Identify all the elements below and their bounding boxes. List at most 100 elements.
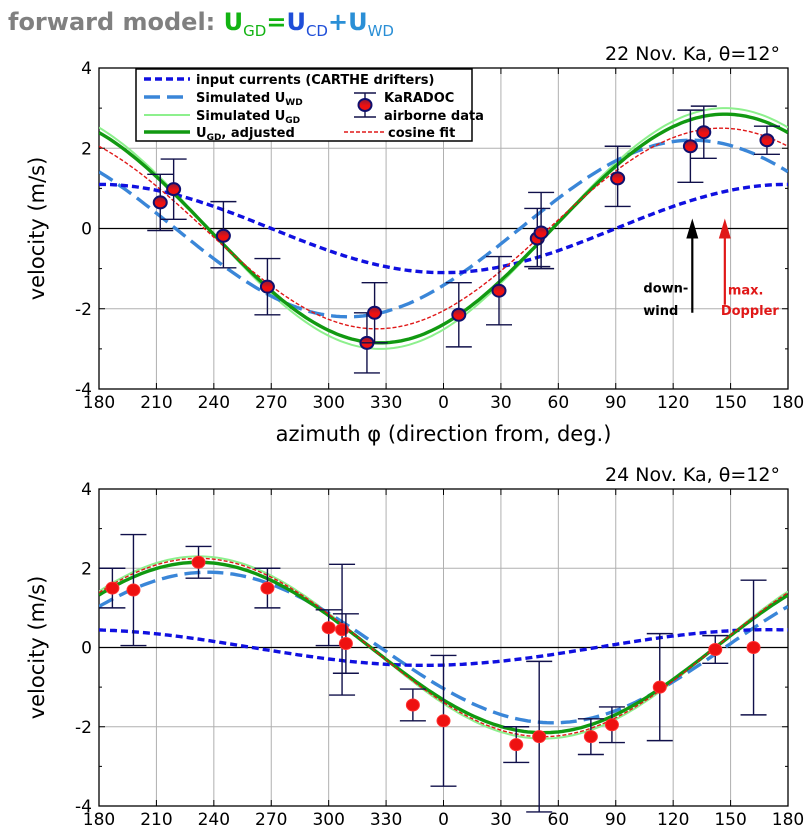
x-tick-label: 180: [83, 810, 115, 830]
series-cosine-fit: [99, 557, 788, 738]
title-equals: =: [266, 8, 287, 36]
karadoc-point: [399, 688, 426, 722]
x-tick-label: 240: [198, 810, 230, 830]
karadoc-point: [503, 726, 530, 764]
data-marker: [166, 182, 182, 197]
y-tick-label: -2: [75, 718, 92, 738]
x-tick-label: 0: [438, 393, 449, 413]
data-marker: [708, 642, 723, 656]
karadoc-point: [598, 706, 625, 744]
karadoc-point: [147, 173, 174, 232]
chart-panel-24nov: 180 210 240 270 300 330 0 30 60 90 120 150 180-4-202…: [25, 464, 804, 830]
legend-label-kara: KaRADOC: [384, 91, 454, 106]
series-cosine-fit: [99, 127, 788, 330]
karadoc-point: [160, 158, 187, 220]
x-tick-label: 180: [772, 810, 804, 830]
title-term-uwd: UWD: [348, 8, 394, 40]
data-marker: [215, 228, 231, 243]
data-marker: [405, 698, 420, 712]
legend-swatch-kara-marker: [357, 98, 373, 112]
legend-label-ugd-adj: UGD, adjusted: [196, 126, 295, 143]
karadoc-point: [120, 533, 147, 647]
karadoc-point: [254, 567, 281, 609]
legend-label-ugd-sim: Simulated UGD: [196, 109, 300, 126]
data-marker: [436, 714, 451, 728]
data-marker: [338, 637, 353, 651]
data-marker: [260, 581, 275, 595]
title-plus: +: [327, 8, 349, 36]
data-marker: [652, 680, 667, 694]
data-marker: [335, 623, 350, 637]
series-simulated-uwd: [99, 138, 788, 319]
data-marker: [321, 621, 336, 635]
y-tick-label: 4: [81, 480, 92, 500]
x-axis-label: azimuth φ (direction from, deg.): [276, 422, 612, 446]
y-tick-label: 2: [81, 139, 92, 159]
panel-label: 24 Nov. Ka, θ=12°: [605, 464, 780, 486]
title-term-ucd: UCD: [286, 8, 328, 40]
karadoc-points: [99, 533, 767, 813]
karadoc-point: [690, 105, 717, 159]
y-tick-label: -4: [75, 380, 92, 400]
data-marker: [759, 133, 775, 148]
karadoc-point: [445, 281, 472, 348]
data-marker: [533, 225, 549, 240]
karadoc-point: [315, 609, 342, 647]
karadoc-point: [361, 281, 388, 344]
data-marker: [682, 139, 698, 154]
x-tick-label: 210: [140, 810, 172, 830]
karadoc-point: [210, 200, 237, 269]
karadoc-point: [646, 632, 673, 742]
y-tick-label: 0: [81, 220, 92, 240]
legend-label-airborne: airborne data: [384, 109, 484, 124]
karadoc-point: [526, 660, 553, 813]
annotations: down-wind max. Doppler: [643, 218, 780, 319]
page-title: forward model: UGD=UCD+UWD: [8, 8, 394, 40]
x-tick-label: 180: [772, 393, 804, 413]
karadoc-point: [677, 109, 704, 184]
title-term-ugd: UGD: [223, 8, 267, 40]
data-marker: [696, 125, 712, 140]
title-prefix: forward model:: [8, 8, 224, 36]
y-tick-label: 0: [81, 639, 92, 659]
maxdoppler-label-2: Doppler: [721, 304, 780, 319]
karadoc-point: [577, 718, 604, 756]
downwind-label-2: wind: [643, 304, 678, 319]
series-ugd-adjusted: [99, 112, 788, 345]
series-carthe-currents: [99, 182, 788, 275]
y-tick-label: -2: [75, 300, 92, 320]
data-marker: [491, 283, 507, 298]
maxdoppler-label-1: max.: [728, 284, 764, 299]
data-marker: [610, 171, 626, 186]
y-tick-label: -4: [75, 797, 92, 817]
x-tick-label: 60: [548, 393, 570, 413]
karadoc-point: [185, 545, 212, 579]
data-marker: [152, 195, 168, 210]
data-marker: [746, 641, 761, 654]
karadoc-point: [430, 654, 457, 787]
x-tick-label: 330: [370, 810, 402, 830]
maxdoppler-arrow-head: [718, 218, 731, 239]
x-tick-label: 240: [198, 393, 230, 413]
y-axis-label: velocity (m/s): [25, 576, 49, 720]
chart-panel-22nov: 180 210 240 270 300 330 0 30 60 90 120 150 180-4-202…: [25, 43, 804, 446]
data-marker: [604, 718, 619, 732]
legend-label-cosine: cosine fit: [388, 126, 455, 141]
downwind-arrow-head: [686, 218, 699, 239]
data-marker: [451, 307, 467, 322]
panel-label: 22 Nov. Ka, θ=12°: [605, 43, 780, 65]
x-tick-label: 120: [657, 393, 689, 413]
plot-area: [99, 107, 788, 350]
karadoc-points: [147, 105, 780, 374]
data-marker: [367, 305, 383, 320]
data-marker: [509, 738, 524, 752]
y-tick-label: 2: [81, 559, 92, 579]
x-tick-label: 60: [548, 810, 570, 830]
x-tick-label: 30: [490, 393, 512, 413]
karadoc-point: [486, 255, 513, 326]
legend-label-carthe: input currents (CARTHE drifters): [196, 73, 434, 88]
ticks: [98, 488, 789, 807]
y-tick-label: 4: [81, 59, 92, 79]
karadoc-point: [254, 257, 281, 316]
karadoc-point: [753, 125, 780, 155]
